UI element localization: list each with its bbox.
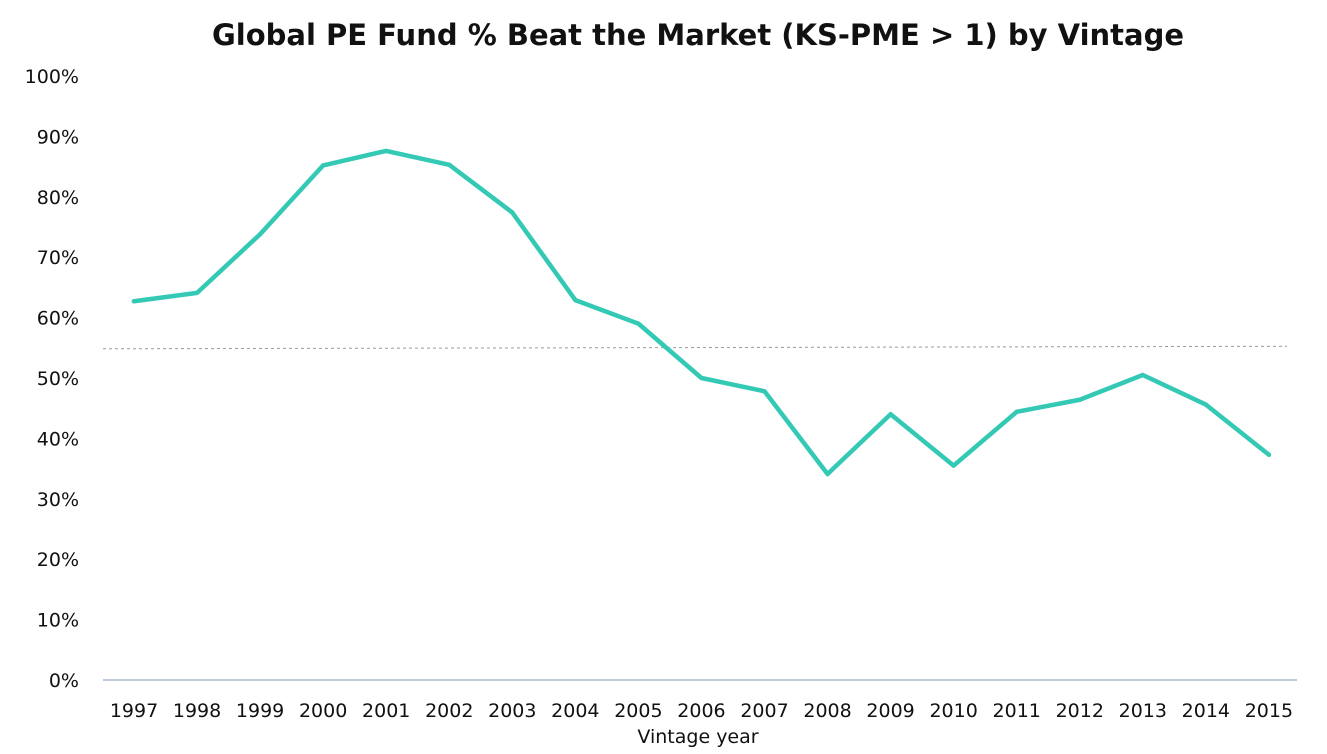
x-tick-label: 2015 xyxy=(1245,700,1293,722)
y-tick-label: 40% xyxy=(37,428,79,450)
x-tick-label: 1998 xyxy=(173,700,221,722)
data-point xyxy=(320,163,326,168)
data-point xyxy=(510,210,515,215)
data-point xyxy=(257,232,263,237)
data-point xyxy=(825,471,830,477)
x-tick-label: 2012 xyxy=(1056,700,1104,722)
data-point xyxy=(447,162,452,167)
data-point xyxy=(1203,402,1209,407)
x-axis-title: Vintage year xyxy=(637,726,758,748)
x-tick-label: 2010 xyxy=(929,700,977,722)
y-tick-label: 100% xyxy=(25,66,79,88)
x-tick-label: 2013 xyxy=(1119,700,1167,722)
x-axis-ticks: 1997 1998 1999 2000 2001 2002 2003 2004 2005 2006… xyxy=(110,700,1293,722)
data-point xyxy=(636,321,641,326)
data-point xyxy=(951,463,956,468)
data-point xyxy=(888,412,893,417)
data-point xyxy=(131,299,137,304)
data-points xyxy=(131,148,1272,477)
x-tick-label: 2005 xyxy=(614,700,662,722)
series-line xyxy=(131,148,1272,477)
data-point xyxy=(699,375,704,381)
x-tick-label: 2014 xyxy=(1182,700,1230,722)
y-tick-label: 60% xyxy=(37,308,79,330)
x-tick-label: 2003 xyxy=(488,700,536,722)
x-tick-label: 2006 xyxy=(677,700,725,722)
y-tick-label: 0% xyxy=(49,670,79,692)
chart-title: Global PE Fund % Beat the Market (KS-PME… xyxy=(212,18,1184,52)
data-point xyxy=(1140,372,1146,378)
x-tick-label: 2009 xyxy=(866,700,914,722)
x-tick-label: 2011 xyxy=(993,700,1041,722)
x-tick-label: 2004 xyxy=(551,700,599,722)
data-point xyxy=(762,389,767,394)
x-tick-label: 2000 xyxy=(299,700,347,722)
x-tick-label: 2001 xyxy=(362,700,410,722)
y-tick-label: 20% xyxy=(37,549,79,571)
data-point xyxy=(1077,397,1082,402)
x-tick-label: 2008 xyxy=(803,700,851,722)
y-tick-label: 30% xyxy=(37,489,79,511)
x-tick-label: 2007 xyxy=(740,700,788,722)
y-axis-ticks: 0% 10% 20% 30% 40% 50% 60% 70% 80% 90% 100% xyxy=(25,66,79,692)
y-tick-label: 50% xyxy=(37,368,79,390)
data-point xyxy=(573,297,578,303)
x-tick-label: 1997 xyxy=(110,700,158,722)
data-point xyxy=(384,148,389,154)
y-tick-label: 80% xyxy=(37,187,79,209)
y-tick-label: 10% xyxy=(37,610,79,632)
data-point xyxy=(1014,409,1019,415)
y-tick-label: 90% xyxy=(37,126,79,148)
reference-line xyxy=(102,345,1288,350)
x-tick-label: 1999 xyxy=(236,700,284,722)
x-tick-label: 2002 xyxy=(425,700,473,722)
data-point xyxy=(1266,452,1272,457)
y-tick-label: 70% xyxy=(37,247,79,269)
data-point xyxy=(194,290,200,296)
